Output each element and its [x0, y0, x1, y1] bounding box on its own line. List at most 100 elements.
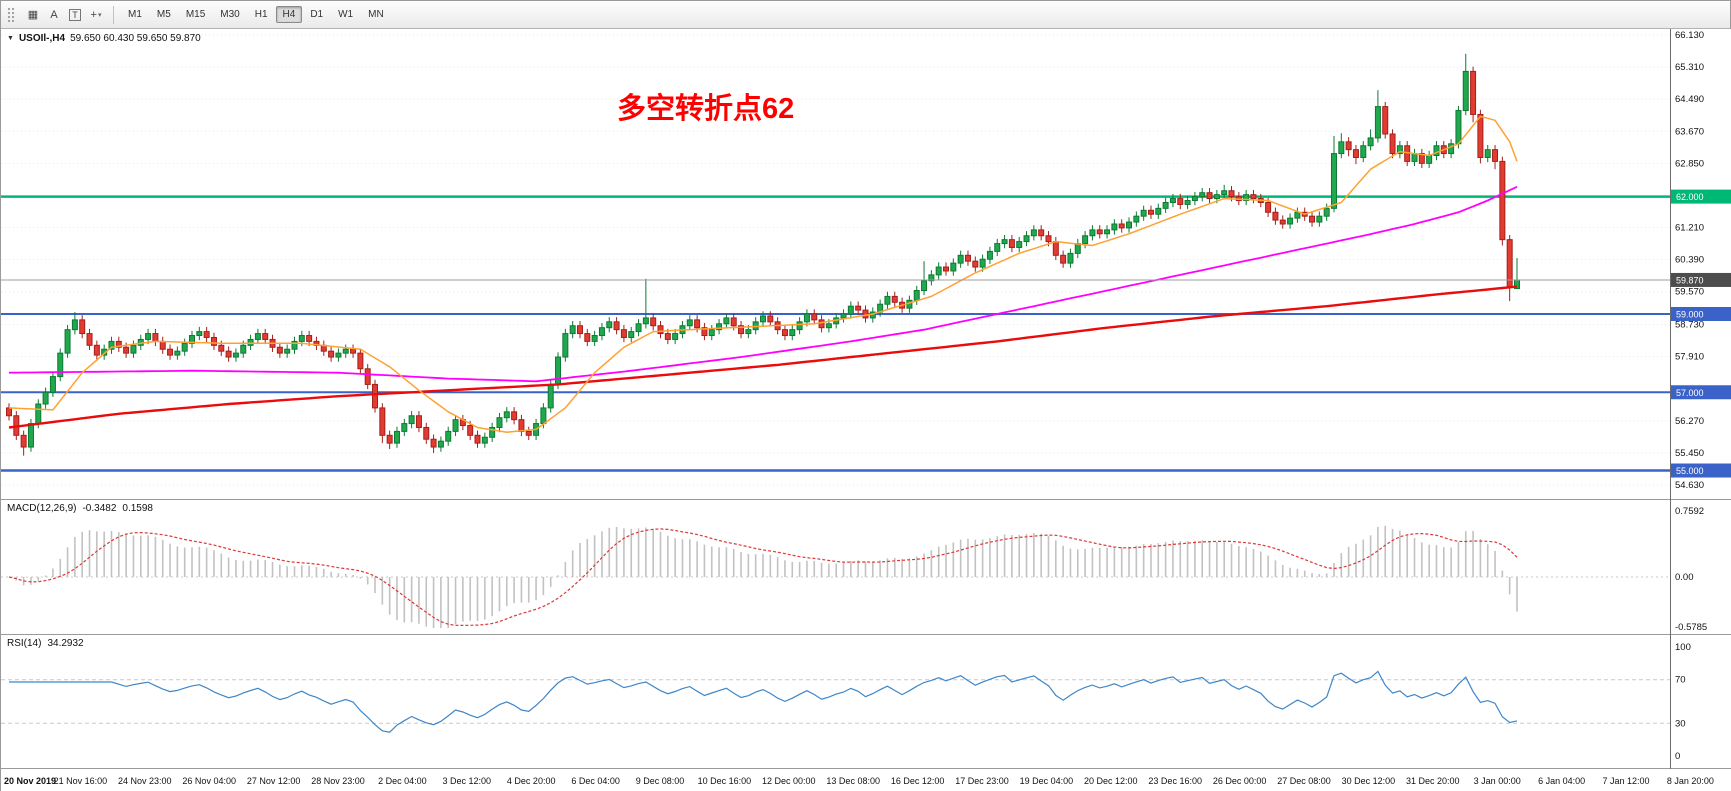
timeframe-button-group: M1 M5 M15 M30 H1 H4 D1 W1 MN — [121, 6, 391, 23]
price-tag-62.000: 62.000 — [1671, 189, 1731, 204]
price-tag-59.000: 59.000 — [1671, 307, 1731, 321]
svg-text:2 Dec 04:00: 2 Dec 04:00 — [378, 776, 427, 786]
svg-text:0.00: 0.00 — [1675, 572, 1694, 583]
svg-text:19 Dec 04:00: 19 Dec 04:00 — [1020, 776, 1074, 786]
svg-text:55.450: 55.450 — [1675, 448, 1704, 459]
macd-histogram — [15, 525, 1518, 628]
timeframe-button-h4[interactable]: H4 — [275, 6, 303, 23]
crosshair-tool-button[interactable]: + ▾ — [86, 5, 106, 25]
svg-text:59.570: 59.570 — [1675, 287, 1704, 298]
font-tool-button[interactable]: A — [44, 5, 64, 25]
chart-grid-tool-button[interactable]: ▦ — [23, 5, 43, 25]
price-axis[interactable]: 66.130 65.310 64.490 63.670 62.850 61.210 60.3… — [1671, 30, 1731, 762]
timeframe-button-m30[interactable]: M30 — [220, 9, 240, 20]
rsi-line — [9, 670, 1518, 733]
text-tool-icon: T — [69, 8, 81, 21]
ohlc-values: 59.650 60.430 59.650 59.870 — [70, 33, 201, 44]
candles-layer[interactable] — [6, 53, 1520, 456]
svg-text:63.670: 63.670 — [1675, 126, 1704, 137]
svg-text:70: 70 — [1675, 675, 1686, 686]
macd-name: MACD(12,26,9) — [7, 503, 77, 514]
timeframe-button-d1[interactable]: D1 — [310, 9, 324, 20]
toolbar-separator — [113, 5, 114, 24]
text-tool-button[interactable]: T — [65, 5, 85, 25]
svg-text:57.000: 57.000 — [1676, 388, 1704, 398]
svg-text:57.910: 57.910 — [1675, 352, 1704, 363]
ma-fast-orange — [8, 115, 1518, 433]
price-tag-55.000: 55.000 — [1671, 463, 1731, 478]
svg-text:30: 30 — [1675, 718, 1686, 729]
svg-text:3 Dec 12:00: 3 Dec 12:00 — [443, 776, 492, 786]
timeframe-button-m5[interactable]: M5 — [156, 9, 171, 20]
toolbar-grip-handle[interactable] — [7, 6, 16, 23]
timeframe-button-mn[interactable]: MN — [368, 9, 384, 20]
svg-text:27 Dec 08:00: 27 Dec 08:00 — [1277, 776, 1331, 786]
svg-text:59.870: 59.870 — [1676, 275, 1704, 285]
rsi-name: RSI(14) — [7, 638, 42, 649]
dropdown-caret-icon: ▾ — [97, 11, 102, 19]
svg-text:7 Jan 12:00: 7 Jan 12:00 — [1602, 776, 1649, 786]
svg-text:100: 100 — [1675, 642, 1691, 653]
svg-text:59.000: 59.000 — [1676, 310, 1704, 320]
svg-text:12 Dec 00:00: 12 Dec 00:00 — [762, 776, 816, 786]
svg-text:13 Dec 08:00: 13 Dec 08:00 — [826, 776, 880, 786]
macd-signal-value: 0.1598 — [122, 503, 153, 514]
svg-text:62.000: 62.000 — [1676, 192, 1704, 202]
svg-text:55.000: 55.000 — [1676, 466, 1704, 476]
svg-text:64.490: 64.490 — [1675, 94, 1704, 105]
timeframe-button-m15[interactable]: M15 — [185, 9, 206, 20]
price-tag-current: 59.870 — [1671, 272, 1731, 287]
svg-text:26 Nov 04:00: 26 Nov 04:00 — [182, 776, 236, 786]
macd-main-value: -0.3482 — [82, 503, 117, 514]
svg-text:54.630: 54.630 — [1675, 480, 1704, 491]
symbol-dropdown-icon[interactable]: ▼ — [7, 35, 14, 42]
chart-canvas[interactable]: 66.130 65.310 64.490 63.670 62.850 61.210 60.3… — [1, 29, 1731, 791]
svg-text:58.730: 58.730 — [1675, 320, 1704, 331]
chart-grid-icon: ▦ — [27, 9, 39, 21]
ma-slow-red — [8, 285, 1518, 429]
annotation-text[interactable]: 多空转折点62 — [617, 93, 795, 125]
rsi-value: 34.2932 — [47, 638, 84, 649]
svg-text:65.310: 65.310 — [1675, 62, 1704, 73]
macd-indicator-label: MACD(12,26,9) -0.3482 0.1598 — [7, 503, 153, 514]
timeframe-button-w1[interactable]: W1 — [338, 9, 354, 20]
rsi-indicator-label: RSI(14) 34.2932 — [7, 638, 84, 649]
svg-text:62.850: 62.850 — [1675, 158, 1704, 169]
svg-text:60.390: 60.390 — [1675, 255, 1704, 266]
svg-text:30 Dec 12:00: 30 Dec 12:00 — [1342, 776, 1396, 786]
svg-text:17 Dec 23:00: 17 Dec 23:00 — [955, 776, 1009, 786]
timeframe-button-h1[interactable]: H1 — [254, 9, 268, 20]
svg-text:9 Dec 08:00: 9 Dec 08:00 — [636, 776, 685, 786]
svg-text:24 Nov 23:00: 24 Nov 23:00 — [118, 776, 172, 786]
svg-text:0.7592: 0.7592 — [1675, 506, 1704, 517]
price-tag-57.000: 57.000 — [1671, 385, 1731, 400]
svg-text:10 Dec 16:00: 10 Dec 16:00 — [698, 776, 752, 786]
svg-text:4 Dec 20:00: 4 Dec 20:00 — [507, 776, 556, 786]
font-a-icon: A — [50, 8, 58, 21]
svg-text:0: 0 — [1675, 751, 1680, 762]
svg-text:16 Dec 12:00: 16 Dec 12:00 — [891, 776, 945, 786]
svg-text:8 Jan 20:00: 8 Jan 20:00 — [1667, 776, 1714, 786]
svg-text:27 Nov 12:00: 27 Nov 12:00 — [247, 776, 301, 786]
svg-text:26 Dec 00:00: 26 Dec 00:00 — [1213, 776, 1267, 786]
svg-text:6 Dec 04:00: 6 Dec 04:00 — [571, 776, 620, 786]
svg-text:56.270: 56.270 — [1675, 416, 1704, 427]
svg-text:6 Jan 04:00: 6 Jan 04:00 — [1538, 776, 1585, 786]
svg-text:61.210: 61.210 — [1675, 223, 1704, 234]
crosshair-icon: + — [90, 8, 97, 21]
symbol-period-label: USOIl-,H4 — [18, 33, 66, 44]
svg-text:23 Dec 16:00: 23 Dec 16:00 — [1148, 776, 1202, 786]
ma-medium-magenta — [8, 185, 1518, 383]
chart-title: ▼ USOIl-,H4 59.650 60.430 59.650 59.870 — [7, 33, 201, 44]
svg-text:66.130: 66.130 — [1675, 30, 1704, 41]
toolbar: ▦ A T + ▾ M1 M5 M15 M30 H1 H4 D1 W1 MN — [1, 1, 1730, 29]
svg-text:20 Dec 12:00: 20 Dec 12:00 — [1084, 776, 1138, 786]
svg-text:20 Nov 2019: 20 Nov 2019 — [4, 776, 56, 786]
timeframe-button-m1[interactable]: M1 — [128, 9, 142, 20]
svg-text:21 Nov 16:00: 21 Nov 16:00 — [54, 776, 108, 786]
svg-text:-0.5785: -0.5785 — [1675, 622, 1707, 633]
svg-text:3 Jan 00:00: 3 Jan 00:00 — [1474, 776, 1521, 786]
svg-text:28 Nov 23:00: 28 Nov 23:00 — [311, 776, 365, 786]
